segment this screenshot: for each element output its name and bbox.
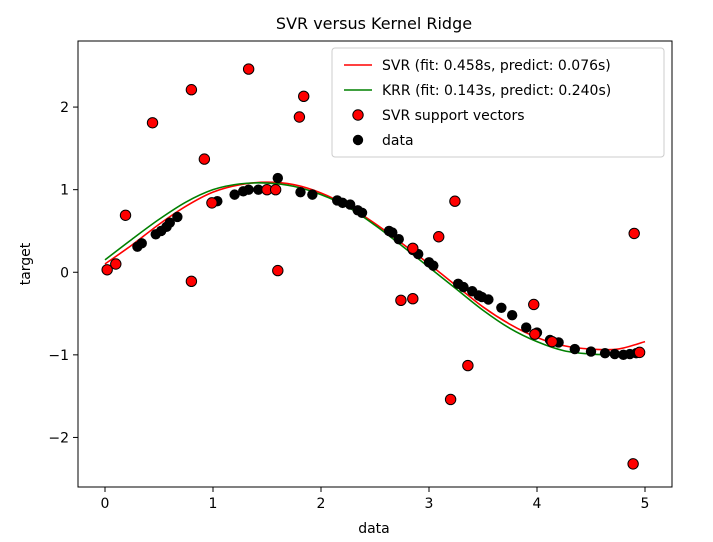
data-point xyxy=(609,348,620,360)
data-point xyxy=(229,189,240,200)
legend-svr-label: SVR (fit: 0.458s, predict: 0.076s) xyxy=(382,58,611,74)
legend-data-label: data xyxy=(382,133,414,149)
x-axis: 0 1 2 3 4 5 xyxy=(101,487,650,512)
support-vector-point xyxy=(407,242,419,255)
y-tick-label: −2 xyxy=(48,430,69,446)
support-vector-point xyxy=(101,264,113,276)
x-tick-label: 2 xyxy=(317,496,326,512)
legend-support-vectors-swatch xyxy=(352,109,364,121)
points-layer xyxy=(101,63,646,470)
legend-support-vectors-label: SVR support vectors xyxy=(382,108,525,124)
support-vector-point xyxy=(185,275,198,288)
data-point xyxy=(136,238,147,249)
data-point xyxy=(506,310,518,321)
y-axis: −2 −1 0 1 2 xyxy=(48,100,78,446)
data-point xyxy=(585,346,597,357)
support-vector-point xyxy=(242,63,255,75)
data-point xyxy=(496,302,507,313)
support-vector-point xyxy=(433,231,445,243)
x-tick-label: 0 xyxy=(101,496,110,512)
support-vector-point xyxy=(627,458,639,470)
data-point xyxy=(272,172,283,184)
support-vector-point xyxy=(185,84,198,96)
support-vector-point xyxy=(628,227,640,240)
data-point xyxy=(569,343,580,355)
support-vector-point xyxy=(407,292,419,305)
y-tick-label: 0 xyxy=(60,265,69,281)
support-vector-point xyxy=(206,197,218,209)
y-axis-label: target xyxy=(18,242,34,285)
legend-frame xyxy=(331,47,665,158)
support-vector-point xyxy=(444,393,457,406)
support-vector-point xyxy=(529,328,541,340)
support-vector-point xyxy=(298,90,310,103)
data-point xyxy=(356,207,368,218)
data-point xyxy=(295,186,306,198)
x-tick-label: 4 xyxy=(533,496,542,512)
support-vector-point xyxy=(110,258,122,270)
data-point xyxy=(393,234,404,245)
data-point xyxy=(307,189,318,200)
legend-krr-label: KRR (fit: 0.143s, predict: 0.240s) xyxy=(382,83,611,99)
data-point xyxy=(387,227,398,238)
data-point xyxy=(483,294,494,305)
support-vector-point xyxy=(293,111,306,123)
data-point xyxy=(253,184,264,195)
y-tick-label: 2 xyxy=(60,100,69,116)
support-vector-point xyxy=(146,117,159,129)
support-vector-point xyxy=(528,298,540,311)
support-vector-point xyxy=(546,335,558,348)
krr-line xyxy=(104,182,646,356)
support-vector-point xyxy=(395,294,407,307)
axes-frame xyxy=(77,40,673,488)
data-point xyxy=(458,281,469,293)
x-tick-label: 3 xyxy=(425,496,434,512)
legend: SVR (fit: 0.458s, predict: 0.076s) KRR (… xyxy=(331,47,665,158)
data-point xyxy=(599,348,611,359)
support-vector-point xyxy=(272,264,284,277)
legend-data-swatch xyxy=(352,134,364,146)
data-point xyxy=(344,199,356,210)
data-point xyxy=(243,184,254,195)
support-vector-point xyxy=(449,195,461,207)
x-axis-label: data xyxy=(358,521,390,537)
chart-title: SVR versus Kernel Ridge xyxy=(276,14,472,33)
data-point xyxy=(164,217,175,228)
support-vector-point xyxy=(198,153,211,165)
support-vector-point xyxy=(269,183,282,196)
data-point xyxy=(172,211,183,223)
support-vector-point xyxy=(633,346,646,359)
data-point xyxy=(428,260,439,271)
y-tick-label: −1 xyxy=(48,348,69,364)
x-tick-label: 1 xyxy=(209,496,218,512)
data-point xyxy=(521,322,532,333)
y-tick-label: 1 xyxy=(60,183,69,199)
support-vector-point xyxy=(462,359,474,372)
support-vector-point xyxy=(119,209,132,221)
x-tick-label: 5 xyxy=(641,496,650,512)
